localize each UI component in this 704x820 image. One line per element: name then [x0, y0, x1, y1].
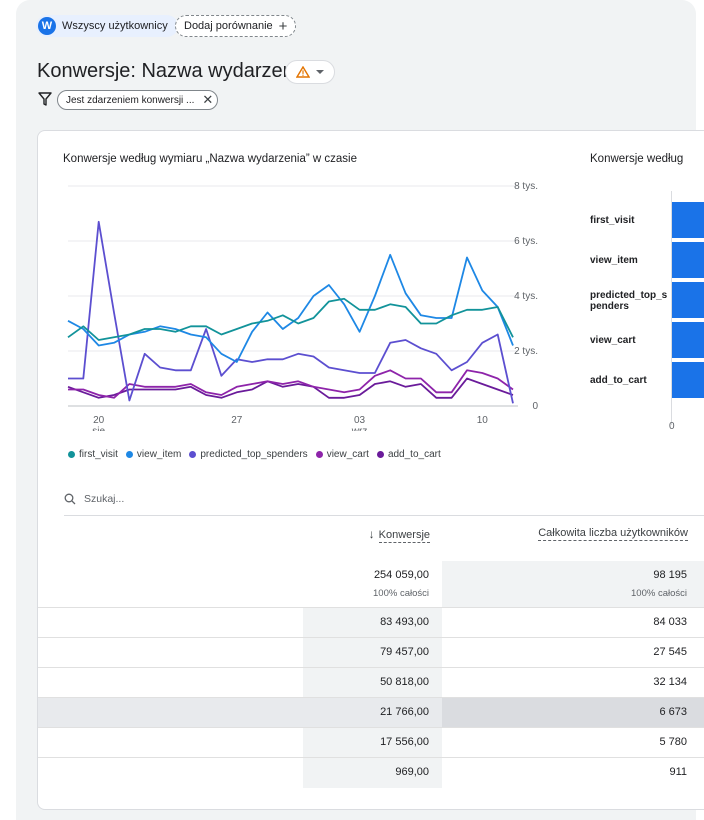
page-title: Konwersje: Nazwa wydarzenia — [37, 60, 310, 82]
table-row[interactable]: 79 457,00 27 545 — [38, 637, 704, 668]
y-tick-label: 2 tys. — [514, 346, 538, 357]
x-tick-month-label: wrz — [351, 426, 368, 431]
table-search[interactable]: Szukaj... — [64, 493, 124, 505]
segment-chip-label: Wszyscy użytkownicy — [62, 20, 168, 32]
legend-swatch — [68, 451, 75, 458]
bar-label: view_cart — [590, 335, 636, 346]
legend-label: add_to_cart — [387, 449, 441, 460]
table-row[interactable]: 21 766,00 6 673 — [38, 697, 704, 728]
series-line-predicted_top_spenders — [68, 220, 514, 404]
total-conversions: 254 059,00 — [373, 569, 429, 581]
x-tick-label: 20 — [93, 415, 105, 426]
legend-label: first_visit — [79, 449, 118, 460]
legend-item[interactable]: add_to_cart — [376, 449, 441, 460]
column-header-label: Konwersje — [378, 529, 430, 543]
x-tick-label: 03 — [354, 415, 366, 426]
total-conversions-pct: 100% całości — [373, 588, 429, 599]
series-line-view_cart — [68, 369, 514, 399]
total-users: 98 195 — [653, 569, 687, 581]
cell-users: 84 033 — [653, 616, 687, 628]
series-line-add_to_cart — [67, 377, 514, 399]
line-chart: 8 tys. 6 tys. 4 tys. 2 tys. 0 20sie 27 03wrz 10 — [67, 181, 538, 431]
line-chart-legend: first_visit view_item predicted_top_spen… — [68, 449, 449, 460]
legend-swatch — [376, 451, 384, 458]
column-header-label: Całkowita liczba użytkowników — [538, 527, 688, 541]
plus-icon: + — [278, 17, 288, 35]
bar-label: predicted_top_s penders — [590, 290, 668, 312]
bar-label: view_item — [590, 255, 638, 266]
bar-view-item[interactable] — [671, 242, 704, 278]
cell-conversions: 969,00 — [395, 766, 429, 778]
cell-users: 27 545 — [653, 646, 687, 658]
report-card: Konwersje według wymiaru „Nazwa wydarzen… — [37, 130, 704, 810]
table-row[interactable]: 969,00 911 — [38, 757, 704, 788]
total-users-pct: 100% całości — [631, 588, 687, 599]
cell-users: 911 — [669, 766, 687, 778]
cell-conversions: 83 493,00 — [380, 616, 429, 628]
totals-users-cell — [442, 561, 704, 607]
warning-dropdown-button[interactable] — [285, 60, 335, 84]
search-divider — [64, 515, 704, 516]
warning-icon — [296, 66, 310, 78]
segment-chip-all-users[interactable]: W Wszyscy użytkownicy — [36, 15, 178, 37]
filter-icon[interactable] — [38, 92, 52, 106]
column-header-conversions[interactable]: ↓ Konwersje — [368, 527, 430, 543]
filter-chip[interactable]: Jest zdarzeniem konwersji ... ✕ — [57, 90, 219, 110]
filter-chip-label: Jest zdarzeniem konwersji ... — [66, 94, 195, 106]
cell-conversions: 50 818,00 — [380, 676, 429, 688]
column-header-total-users[interactable]: Całkowita liczba użytkowników — [538, 527, 688, 541]
caret-down-icon — [316, 69, 324, 74]
legend-item[interactable]: predicted_top_spenders — [189, 449, 308, 460]
legend-item[interactable]: view_cart — [315, 449, 369, 460]
sort-arrow-down-icon: ↓ — [368, 527, 375, 541]
line-chart-title: Konwersje według wymiaru „Nazwa wydarzen… — [63, 153, 357, 165]
search-placeholder: Szukaj... — [84, 493, 125, 505]
x-tick-month-label: sie — [92, 426, 105, 431]
series-line-first_visit — [67, 297, 514, 341]
cell-users: 6 673 — [659, 706, 687, 718]
cell-conversions: 79 457,00 — [380, 646, 429, 658]
legend-item[interactable]: first_visit — [68, 449, 118, 460]
legend-label: predicted_top_spenders — [200, 449, 308, 460]
legend-label: view_cart — [326, 449, 369, 460]
legend-swatch — [125, 451, 133, 458]
segment-avatar: W — [38, 17, 56, 35]
bar-x-tick: 0 — [669, 421, 675, 432]
table-row[interactable]: 83 493,00 84 033 — [38, 607, 704, 638]
legend-item[interactable]: view_item — [125, 449, 182, 460]
legend-swatch — [315, 451, 323, 458]
cell-users: 32 134 — [653, 676, 687, 688]
bar-label: first_visit — [590, 215, 635, 226]
cell-conversions: 17 556,00 — [380, 736, 429, 748]
table-row[interactable]: 50 818,00 32 134 — [38, 667, 704, 698]
bar-predicted-top-spenders[interactable] — [671, 282, 704, 318]
bar-axis — [671, 191, 672, 425]
cell-conversions: 21 766,00 — [380, 706, 429, 718]
y-tick-label: 6 tys. — [514, 236, 538, 247]
close-icon[interactable]: ✕ — [202, 92, 214, 107]
x-tick-label: 27 — [231, 415, 243, 426]
y-tick-label: 0 — [532, 401, 538, 412]
bar-first-visit[interactable] — [671, 202, 704, 238]
y-tick-label: 8 tys. — [514, 181, 538, 192]
legend-swatch — [189, 451, 197, 458]
x-tick-label: 10 — [477, 415, 489, 426]
add-comparison-button[interactable]: Dodaj porównanie + — [175, 15, 297, 37]
add-comparison-label: Dodaj porównanie — [184, 20, 273, 32]
bar-add-to-cart[interactable] — [671, 362, 704, 398]
search-icon — [64, 493, 76, 505]
bar-label: add_to_cart — [590, 375, 647, 386]
cell-users: 5 780 — [659, 736, 687, 748]
y-tick-label: 4 tys. — [514, 291, 538, 302]
series-line-view_item — [67, 253, 514, 363]
bar-view-cart[interactable] — [671, 322, 704, 358]
bar-chart-title: Konwersje według — [590, 153, 684, 165]
legend-label: view_item — [136, 449, 182, 460]
table-row[interactable]: 17 556,00 5 780 — [38, 727, 704, 758]
